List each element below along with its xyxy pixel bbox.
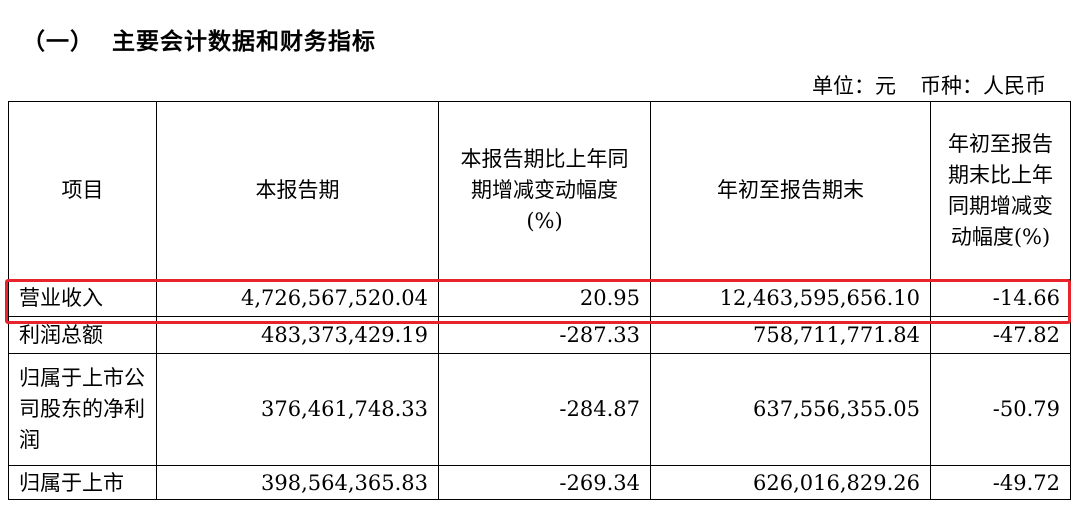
row-ytd: 626,016,829.26 — [650, 465, 931, 500]
table-row: 归属于上市 398,564,365.83 -269.34 626,016,829… — [8, 465, 1071, 500]
section-number: （一） — [22, 29, 94, 55]
header-current-change: 本报告期比上年同期增减变动幅度(%) — [438, 101, 651, 280]
unit-label: 单位：元 — [812, 74, 896, 98]
row-current: 376,461,748.33 — [156, 353, 439, 466]
table-row: 营业收入 4,726,567,520.04 20.95 12,463,595,6… — [8, 279, 1071, 317]
row-ytd-change: -49.72 — [930, 465, 1071, 500]
row-ytd-change: -14.66 — [930, 279, 1071, 317]
row-current-change: -287.33 — [438, 316, 651, 354]
row-item: 营业收入 — [8, 279, 157, 317]
row-current-change: -284.87 — [438, 353, 651, 466]
unit-note: 单位：元 币种：人民币 — [788, 70, 1046, 100]
row-ytd: 12,463,595,656.10 — [650, 279, 931, 317]
section-heading: （一） 主要会计数据和财务指标 — [22, 22, 376, 56]
row-item: 利润总额 — [8, 316, 157, 354]
row-ytd: 758,711,771.84 — [650, 316, 931, 354]
row-current-change: 20.95 — [438, 279, 651, 317]
table-row: 归属于上市公司股东的净利润 376,461,748.33 -284.87 637… — [8, 353, 1071, 466]
header-ytd: 年初至报告期末 — [650, 101, 931, 280]
currency-label: 币种：人民币 — [920, 74, 1046, 98]
header-current-period: 本报告期 — [156, 101, 439, 280]
row-ytd-change: -50.79 — [930, 353, 1071, 466]
header-item: 项目 — [8, 101, 157, 280]
row-current: 4,726,567,520.04 — [156, 279, 439, 317]
financial-data-table: 项目 本报告期 本报告期比上年同期增减变动幅度(%) 年初至报告期末 年初至报告… — [8, 101, 1071, 500]
table-row: 利润总额 483,373,429.19 -287.33 758,711,771.… — [8, 316, 1071, 354]
row-item: 归属于上市 — [8, 465, 157, 500]
header-ytd-change: 年初至报告期末比上年同期增减变动幅度(%) — [930, 101, 1071, 280]
row-ytd: 637,556,355.05 — [650, 353, 931, 466]
row-current: 483,373,429.19 — [156, 316, 439, 354]
section-title: 主要会计数据和财务指标 — [112, 29, 376, 55]
row-ytd-change: -47.82 — [930, 316, 1071, 354]
row-item: 归属于上市公司股东的净利润 — [8, 353, 157, 466]
row-current-change: -269.34 — [438, 465, 651, 500]
table-header-row: 项目 本报告期 本报告期比上年同期增减变动幅度(%) 年初至报告期末 年初至报告… — [8, 101, 1071, 280]
row-current: 398,564,365.83 — [156, 465, 439, 500]
